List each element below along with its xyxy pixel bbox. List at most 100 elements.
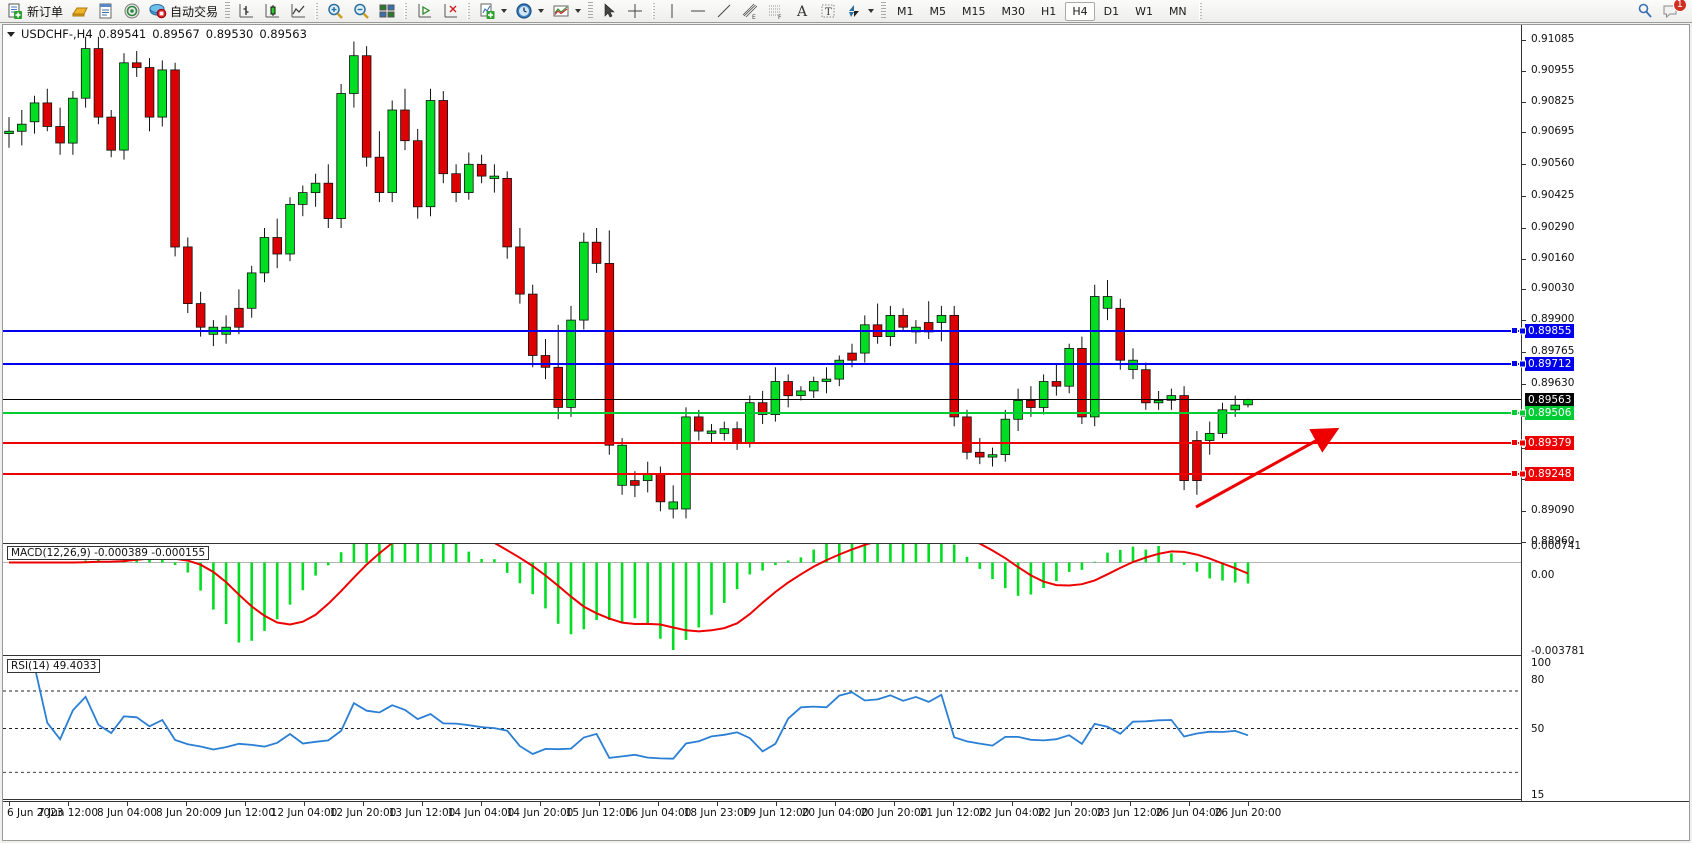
text-tool-button[interactable]: A: [789, 1, 815, 22]
new-order-button[interactable]: 新订单: [2, 1, 67, 22]
line-chart-button[interactable]: [285, 1, 311, 22]
price-line-0.89563[interactable]: [3, 398, 1521, 400]
timeframe-mn[interactable]: MN: [1168, 4, 1187, 18]
price-line-0.89506[interactable]: [3, 409, 1521, 417]
timeframe-d1[interactable]: D1: [1103, 4, 1120, 18]
text-label-tool-button[interactable]: T: [815, 1, 841, 22]
ohlc-high: 0.89567: [152, 27, 200, 41]
price-label-handle[interactable]: [1519, 360, 1526, 368]
price-tick-label: 0.91085: [1531, 33, 1575, 46]
price-tick-label: 0.88960: [1531, 535, 1575, 547]
price-line-handle[interactable]: [1511, 360, 1518, 368]
horizontal-line-tool-button[interactable]: [685, 1, 711, 22]
time-axis[interactable]: 6 Jun 2023 7 Jun 12:00 8 Jun 04:00 8 Jun 20…: [3, 801, 1689, 840]
timeframe-m5[interactable]: M5: [929, 4, 947, 18]
macd-pane[interactable]: MACD(12,26,9) -0.000389 -0.000155: [3, 543, 1521, 656]
timeframe-h4[interactable]: H4: [1065, 1, 1095, 21]
bar-chart-button[interactable]: [233, 1, 259, 22]
price-axis-label-support-red[interactable]: 0.89248: [1519, 467, 1575, 481]
price-line-handle[interactable]: [1511, 326, 1518, 334]
zoom-in-button[interactable]: [322, 1, 348, 22]
price-axis-label-current-price[interactable]: 0.89563: [1525, 392, 1575, 407]
market-watch-button[interactable]: [67, 1, 93, 22]
timeframe-w1[interactable]: W1: [1135, 4, 1153, 18]
price-axis-label-resistance[interactable]: 0.89712: [1519, 357, 1575, 372]
chart-menu-icon[interactable]: [7, 31, 15, 37]
data-window-button[interactable]: [93, 1, 119, 22]
price-axis-label-support-red[interactable]: 0.89379: [1519, 436, 1575, 451]
rsi-pane[interactable]: RSI(14) 49.4033: [3, 657, 1521, 800]
arrows-icon: [845, 2, 863, 20]
toolbar-gripper[interactable]: [225, 2, 231, 20]
time-tick-mark: [953, 802, 954, 806]
chart-shift-button[interactable]: [437, 1, 463, 22]
time-tick-label: 20 Jun 04:00: [801, 807, 869, 819]
crosshair-tool-button[interactable]: [622, 1, 648, 22]
auto-trading-button[interactable]: 自动交易: [145, 1, 222, 22]
price-pane[interactable]: [3, 25, 1521, 542]
indicators-button[interactable]: [474, 1, 511, 22]
chart-area[interactable]: USDCHF-,H4 0.89541 0.89567 0.89530 0.895…: [2, 24, 1690, 841]
text-icon: A: [793, 2, 811, 20]
price-label-handle[interactable]: [1519, 409, 1526, 417]
price-label-handle[interactable]: [1519, 327, 1526, 335]
price-tick-label: 0.89900: [1531, 313, 1575, 326]
price-axis-label-support-green[interactable]: 0.89506: [1519, 406, 1575, 421]
vertical-line-tool-button[interactable]: [659, 1, 685, 22]
time-tick-mark: [481, 802, 482, 806]
new-order-label: 新订单: [27, 4, 64, 19]
equidistant-channel-tool-button[interactable]: E: [737, 1, 763, 22]
timeframe-m1[interactable]: M1: [897, 4, 914, 18]
search-button[interactable]: [1632, 1, 1658, 22]
price-line-0.89855[interactable]: [3, 326, 1521, 334]
horizontal-line-icon: [689, 2, 707, 20]
cursor-tool-button[interactable]: [596, 1, 622, 22]
auto-scroll-button[interactable]: [411, 1, 437, 22]
navigator-button[interactable]: [119, 1, 145, 22]
candlestick-chart-icon: [263, 2, 281, 20]
price-label-handle[interactable]: [1519, 470, 1526, 478]
timeframe-h1[interactable]: H1: [1041, 4, 1057, 18]
arrows-dropdown-arrow[interactable]: [868, 9, 875, 13]
toolbar-gripper-2[interactable]: [588, 2, 594, 20]
toolbar-separator-2: [404, 2, 408, 20]
period-button[interactable]: [511, 1, 548, 22]
candlestick-chart-button[interactable]: [259, 1, 285, 22]
zoom-out-icon: [352, 2, 370, 20]
price-line-handle[interactable]: [1511, 439, 1518, 447]
auto-scroll-icon: [415, 2, 433, 20]
price-tick-label: 0.89765: [1531, 344, 1575, 357]
price-line-0.89248[interactable]: [3, 470, 1521, 477]
indicators-dropdown-arrow[interactable]: [501, 9, 508, 13]
rsi-axis-label: 15: [1531, 789, 1545, 801]
templates-button[interactable]: [548, 1, 585, 22]
fibonacci-tool-button[interactable]: F: [763, 1, 789, 22]
template-icon: [552, 2, 570, 20]
timeframe-m15[interactable]: M15: [962, 4, 986, 18]
price-line-handle[interactable]: [1511, 470, 1518, 477]
toolbar-gripper-3[interactable]: [881, 2, 887, 20]
period-dropdown-arrow[interactable]: [538, 9, 545, 13]
trendline-tool-button[interactable]: [711, 1, 737, 22]
ohlc-open: 0.89541: [98, 27, 147, 41]
price-axis-label-resistance[interactable]: 0.89855: [1519, 323, 1575, 338]
bar-chart-icon: [237, 2, 255, 20]
price-line-handle[interactable]: [1511, 409, 1518, 417]
price-axis[interactable]: 0.91085 0.90955 0.90825 0.90695 0.90560 0.904…: [1519, 25, 1689, 801]
notifications-button[interactable]: 1: [1658, 0, 1687, 22]
price-line-0.89379[interactable]: [3, 439, 1521, 447]
price-tick-label: 0.90560: [1531, 157, 1575, 170]
price-tick-mark: [1522, 447, 1526, 449]
auto-trading-icon: [149, 2, 167, 20]
price-tick-label: 0.89630: [1531, 376, 1575, 389]
trendline-icon: [715, 2, 733, 20]
tile-windows-button[interactable]: [374, 1, 400, 22]
zoom-out-button[interactable]: [348, 1, 374, 22]
arrows-tool-button[interactable]: [841, 1, 878, 22]
text-label-icon: T: [819, 2, 837, 20]
price-label-handle[interactable]: [1519, 439, 1526, 447]
price-line-0.89712[interactable]: [3, 360, 1521, 368]
timeframe-m30[interactable]: M30: [1001, 4, 1026, 18]
templates-dropdown-arrow[interactable]: [575, 9, 582, 13]
